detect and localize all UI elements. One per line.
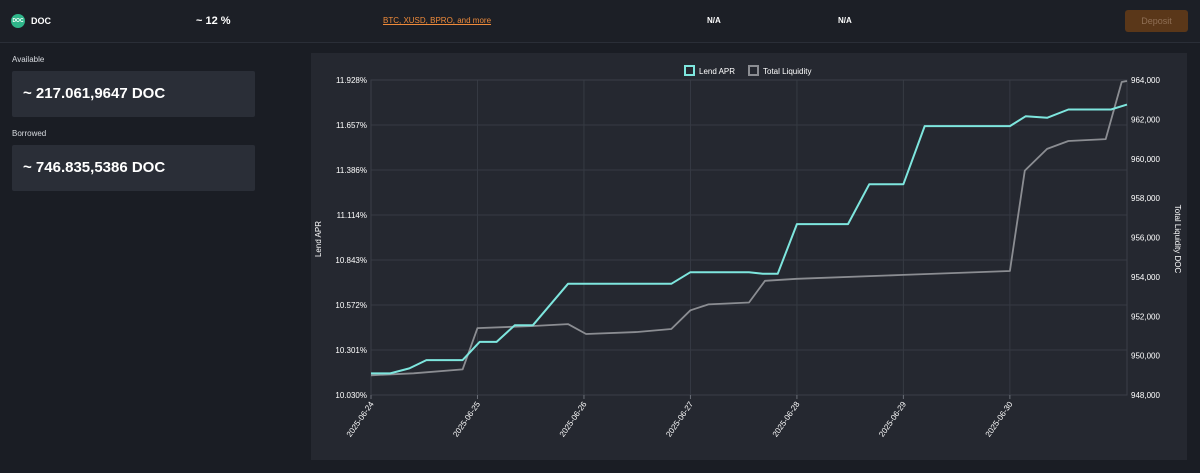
right-tick-label: 962,000 — [1131, 115, 1160, 124]
legend-label-lend-apr: Lend APR — [699, 67, 735, 76]
left-tick-label: 11.657% — [336, 121, 367, 130]
x-tick-label: 2025-06-25 — [451, 400, 482, 439]
legend-label-total-liquidity: Total Liquidity — [763, 67, 811, 76]
left-tick-label: 10.843% — [335, 256, 367, 265]
left-tick-label: 11.386% — [336, 166, 367, 175]
plot-frame — [370, 79, 1128, 396]
right-tick-label: 964,000 — [1131, 76, 1160, 85]
right-tick-label: 952,000 — [1131, 312, 1160, 321]
legend-swatch-lend-apr — [684, 65, 695, 76]
collateral-link[interactable]: BTC, XUSD, BPRO, and more — [383, 16, 492, 25]
left-tick-label: 11.114% — [337, 211, 367, 220]
left-tick-label: 10.572% — [335, 301, 367, 310]
doc-token-icon: DOC — [11, 14, 25, 28]
right-tick-label: 950,000 — [1131, 352, 1160, 361]
legend-item-total-liquidity[interactable]: Total Liquidity — [748, 65, 811, 76]
x-tick-label: 2025-06-27 — [664, 400, 695, 439]
apr-value: ~ 12 % — [196, 15, 231, 27]
chart-legend[interactable]: Lend APR Total Liquidity — [684, 65, 811, 76]
right-tick-label: 956,000 — [1131, 234, 1160, 243]
right-tick-label: 948,000 — [1131, 391, 1160, 400]
borrowed-label: Borrowed — [12, 129, 47, 138]
left-axis-ticks: 10.030% 10.301% 10.572% 10.843% 11.114% 11.38… — [335, 76, 367, 400]
na-value-2: N/A — [838, 16, 852, 25]
na-value-1: N/A — [707, 16, 721, 25]
right-tick-label: 954,000 — [1131, 273, 1160, 282]
left-tick-label: 10.030% — [335, 391, 367, 400]
right-axis-ticks: 948,000 950,000 952,000 954,000 956,000 958,0… — [1131, 76, 1160, 400]
chart-panel: 10.030% 10.301% 10.572% 10.843% 11.114% 11.38… — [311, 53, 1187, 460]
x-tick-label: 2025-06-26 — [558, 400, 589, 439]
x-tick-label: 2025-06-30 — [984, 400, 1015, 439]
right-tick-label: 960,000 — [1131, 155, 1160, 164]
legend-item-lend-apr[interactable]: Lend APR — [684, 65, 735, 76]
chart-grid — [370, 79, 1127, 396]
x-tick-label: 2025-06-24 — [345, 400, 376, 439]
available-box: ~ 217.061,9647 DOC — [12, 71, 255, 117]
right-axis-label: Total Liquidity DOC — [1173, 205, 1182, 274]
token-name: DOC — [31, 16, 51, 26]
available-label: Available — [12, 55, 45, 64]
x-tick-label: 2025-06-29 — [877, 400, 908, 439]
left-axis-label: Lend APR — [314, 221, 323, 257]
apr-liquidity-chart: 10.030% 10.301% 10.572% 10.843% 11.114% 11.38… — [314, 65, 1182, 439]
deposit-button[interactable]: Deposit — [1125, 10, 1188, 32]
borrowed-box: ~ 746.835,5386 DOC — [12, 145, 255, 191]
series-line-lend-apr — [371, 103, 1128, 375]
right-tick-label: 958,000 — [1131, 194, 1160, 203]
left-tick-label: 11.928% — [336, 76, 367, 85]
left-tick-label: 10.301% — [335, 346, 367, 355]
x-tick-label: 2025-06-28 — [771, 400, 802, 439]
available-value: ~ 217.061,9647 DOC — [23, 85, 166, 102]
market-row[interactable]: DOC DOC ~ 12 % BTC, XUSD, BPRO, and more… — [0, 0, 1200, 43]
borrowed-value: ~ 746.835,5386 DOC — [23, 159, 166, 176]
series-line-total-liquidity — [370, 80, 1128, 377]
series-layer — [370, 80, 1128, 377]
legend-swatch-total-liquidity — [748, 65, 759, 76]
x-axis-ticks: 2025-06-24 2025-06-25 2025-06-26 2025-06-27… — [345, 395, 1015, 439]
token-cell: DOC DOC — [11, 14, 51, 28]
